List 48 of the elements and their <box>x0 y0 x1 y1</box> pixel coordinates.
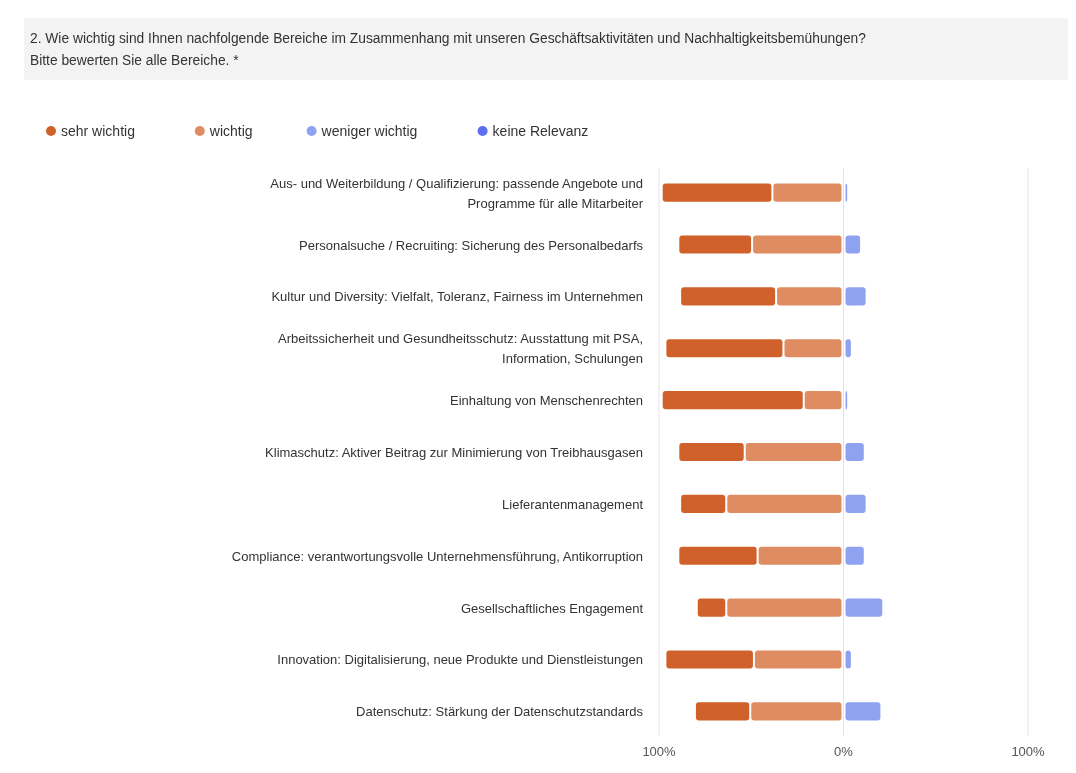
x-tick-label: 100% <box>642 744 677 759</box>
bar <box>666 650 753 669</box>
bar <box>666 339 783 358</box>
bar <box>845 546 864 565</box>
y-tick-label: Arbeitssicherheit und Gesundheitsschutz: Ausstattung mit PSA, Information, Schulungen <box>278 330 643 366</box>
bar <box>777 287 842 306</box>
x-tick-label: 0% <box>834 744 854 759</box>
bar <box>845 598 883 617</box>
y-tick-label: Lieferantenmanagement <box>502 496 644 512</box>
bar <box>758 546 842 565</box>
x-tick-label: 100% <box>1011 744 1046 759</box>
legend-label: wichtig <box>208 123 253 139</box>
bar <box>727 494 842 513</box>
y-tick-label: Personalsuche / Recruiting: Sicherung des Personalbedarfs <box>299 237 644 253</box>
bar <box>751 702 842 721</box>
y-tick-label: Klimaschutz: Aktiver Beitrag zur Minimierung von Treibhausgasen <box>265 444 643 460</box>
bar <box>679 442 744 462</box>
bar <box>662 391 803 410</box>
bar <box>754 650 842 669</box>
y-tick-label: Innovation: Digitalisierung, neue Produkte und Dienstleistungen <box>277 651 643 667</box>
bar <box>845 287 866 306</box>
bar <box>845 494 866 513</box>
bar <box>679 546 757 565</box>
bar <box>727 598 842 617</box>
legend-label: weniger wichtig <box>320 123 418 139</box>
bar <box>697 598 726 617</box>
bar <box>753 235 842 254</box>
y-tick-label: Kultur und Diversity: Vielfalt, Toleranz, Fairness im Unternehmen <box>271 288 643 304</box>
bar <box>745 442 842 462</box>
bar <box>662 183 772 202</box>
legend-label: keine Relevanz <box>492 123 589 139</box>
y-tick-label: Compliance: verantwortungsvolle Unternehmensführung, Antikorruption <box>231 548 643 564</box>
y-tick-label: Einhaltung von Menschenrechten <box>450 392 643 408</box>
y-tick-label: Aus- und Weiterbildung / Qualifizierung: passende Angebote und Programme für alle Mitarbeiter <box>270 175 644 211</box>
bar <box>845 442 864 462</box>
bar <box>695 702 750 721</box>
bar <box>784 339 842 358</box>
bar <box>679 235 752 254</box>
bar <box>681 287 776 306</box>
y-tick-label: Datenschutz: Stärkung der Datenschutzstandards <box>356 703 644 719</box>
bar <box>804 391 842 410</box>
bar <box>845 702 881 721</box>
bar <box>773 183 842 202</box>
text: 2. Wie wichtig sind Ihnen nachfolgende Bereiche im Zusammenhang mit unseren Geschäftsaktivitäten und Nachhaltigkeitsbemühungen? Bitte bewerten Sie alle Bereiche. * <box>30 31 867 68</box>
legend-label: sehr wichtig <box>61 123 135 139</box>
bar <box>681 494 726 513</box>
y-tick-label: Gesellschaftliches Engagement <box>460 600 644 616</box>
bar <box>845 235 861 254</box>
